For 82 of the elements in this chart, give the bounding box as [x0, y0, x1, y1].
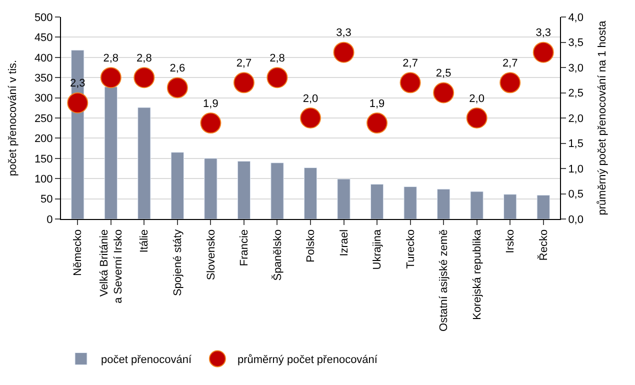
point [366, 112, 388, 134]
data-label: 2,8 [270, 52, 285, 64]
y2-axis-title: průměrný počet přenocování na 1 hosta [596, 20, 609, 216]
point [100, 67, 122, 88]
bar [337, 178, 350, 219]
data-label: 2,6 [170, 62, 186, 74]
x-tick-label: Francie [238, 229, 251, 266]
x-tick-label: Ukrajina [372, 228, 384, 270]
point [400, 72, 421, 94]
x-tick-label: Řecko [536, 229, 550, 261]
y-tick-label: 250 [34, 112, 53, 125]
bar [138, 107, 151, 219]
x-tick-label: Německo [72, 229, 84, 276]
y-tick-label: 450 [34, 32, 53, 44]
y2-tick-label: 0,5 [568, 188, 584, 201]
y2-tick-label: 2,5 [568, 88, 584, 100]
data-label: 3,3 [536, 27, 552, 40]
data-label: 2,7 [502, 57, 518, 70]
point [166, 77, 188, 98]
y2-tick-label: 1,5 [568, 138, 584, 150]
point [433, 82, 454, 104]
x-tick-label: Spojené státy [172, 228, 184, 296]
data-label: 2,5 [436, 68, 452, 80]
y2-tick-label: 0,0 [568, 214, 584, 226]
y2-tick-label: 1,0 [568, 163, 584, 176]
x-tick-label: Slovensko [205, 229, 218, 280]
data-label: 1,9 [369, 98, 385, 110]
y-tick-label: 350 [34, 72, 53, 84]
bar [170, 152, 184, 219]
point [200, 112, 222, 134]
y-tick-label: 200 [34, 133, 53, 146]
data-label: 2,7 [236, 57, 252, 70]
bar [270, 162, 284, 219]
point [67, 92, 88, 114]
y-tick-label: 50 [40, 194, 53, 206]
bar [237, 160, 251, 219]
bar [437, 188, 450, 219]
point [532, 42, 554, 63]
point [333, 42, 354, 63]
y2-tick-label: 4,0 [568, 12, 584, 24]
data-label: 2,8 [103, 52, 119, 64]
y-tick-label: 100 [34, 173, 53, 186]
x-tick-label: Itálie [138, 229, 151, 253]
y2-tick-label: 3,5 [568, 37, 584, 50]
data-label: 2,7 [402, 57, 418, 70]
point [266, 67, 288, 88]
x-tick-label: Izrael [338, 229, 350, 256]
x-tick-label: Irsko [504, 229, 517, 254]
bar [204, 158, 218, 219]
bar [304, 167, 318, 219]
y-axis-title: počet přenocování v tis. [7, 60, 20, 176]
bar [104, 86, 118, 219]
bar [404, 186, 417, 219]
data-label: 3,3 [336, 27, 352, 40]
x-tick-label: Ostatní asijské země [438, 229, 450, 332]
y-tick-label: 150 [34, 153, 53, 166]
point [500, 72, 521, 94]
x-tick-label: Turecko [404, 229, 417, 269]
y-tick-label: 500 [34, 12, 53, 24]
point [233, 72, 254, 94]
y2-tick-label: 3,0 [568, 62, 584, 74]
bar [536, 194, 550, 219]
bar [504, 194, 517, 219]
y-tick-label: 0 [46, 214, 53, 226]
data-label: 2,8 [136, 52, 152, 64]
bar [370, 184, 384, 219]
y2-tick-label: 2,0 [568, 112, 584, 125]
data-label: 1,9 [203, 98, 218, 110]
legend-label: počet přenocování [101, 354, 192, 366]
y-tick-label: 300 [34, 92, 53, 105]
x-tick-label: Velká Británie a Severní Irsko [98, 229, 125, 304]
point [466, 108, 488, 128]
x-tick-label: Polsko [305, 229, 318, 262]
point [300, 108, 321, 128]
data-label: 2,0 [469, 92, 484, 105]
bar [470, 191, 484, 219]
x-tick-label: Korejská republika [471, 228, 484, 320]
data-label: 2,0 [302, 92, 318, 105]
point [134, 67, 155, 88]
y-tick-label: 400 [34, 52, 53, 64]
x-tick-label: Španělsko [270, 229, 284, 281]
legend-label: průměrný počet přenocování [237, 354, 378, 366]
